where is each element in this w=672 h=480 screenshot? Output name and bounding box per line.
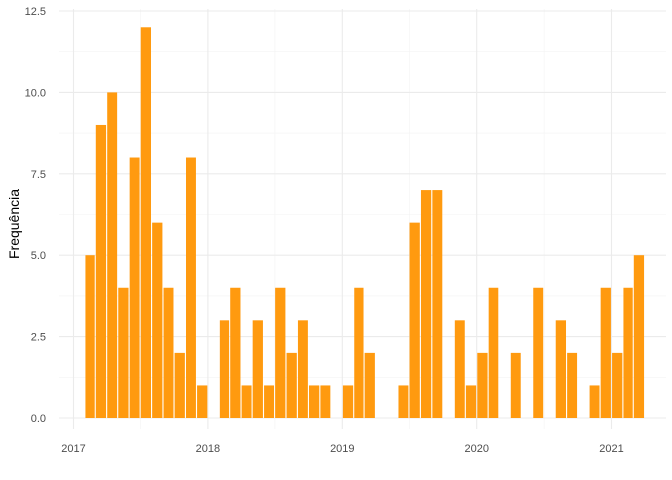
bar-2019-09 bbox=[432, 190, 443, 418]
bar-2020-11 bbox=[589, 385, 600, 418]
bar-2019-06 bbox=[398, 385, 409, 418]
bar-2021-01 bbox=[612, 352, 623, 418]
x-tick-label: 2019 bbox=[330, 443, 354, 455]
y-tick-labels: 0.0 2.5 5.0 7.5 10.0 12.5 bbox=[25, 6, 46, 425]
bar-2017-07 bbox=[140, 27, 151, 419]
bar-2018-08 bbox=[286, 352, 297, 418]
y-tick-label: 12.5 bbox=[25, 6, 46, 18]
y-tick-label: 5.0 bbox=[31, 250, 46, 262]
x-tick-label: 2017 bbox=[61, 443, 85, 455]
bar-2019-11 bbox=[454, 320, 465, 418]
bar-2019-01 bbox=[342, 385, 354, 418]
bars bbox=[85, 27, 645, 419]
bar-2020-02 bbox=[488, 287, 499, 418]
bar-2020-12 bbox=[600, 287, 611, 418]
bar-2017-05 bbox=[118, 287, 129, 418]
bar-2018-04 bbox=[241, 385, 252, 418]
y-tick-label: 10.0 bbox=[25, 87, 46, 99]
bar-2019-08 bbox=[420, 190, 432, 418]
bar-2017-06 bbox=[129, 157, 140, 418]
bar-2020-01 bbox=[477, 352, 488, 418]
bar-2017-11 bbox=[185, 157, 196, 418]
bar-2020-06 bbox=[533, 287, 544, 418]
bar-2018-09 bbox=[297, 320, 308, 418]
bar-2018-02 bbox=[219, 320, 230, 418]
bar-2017-03 bbox=[95, 124, 107, 419]
bar-2018-10 bbox=[309, 385, 320, 418]
x-tick-label: 2021 bbox=[599, 443, 623, 455]
y-tick-label: 0.0 bbox=[31, 413, 46, 425]
x-tick-label: 2020 bbox=[464, 443, 488, 455]
bar-2018-06 bbox=[264, 385, 275, 418]
bar-2021-02 bbox=[623, 287, 633, 418]
x-tick-label: 2018 bbox=[196, 443, 220, 455]
bar-2021-03 bbox=[633, 255, 645, 418]
y-axis-title: Frequência bbox=[6, 189, 22, 259]
bar-2020-04 bbox=[510, 352, 521, 418]
bar-2018-11 bbox=[320, 385, 331, 418]
bar-2017-09 bbox=[163, 287, 174, 418]
bar-2017-12 bbox=[197, 385, 208, 418]
y-tick-label: 2.5 bbox=[31, 332, 46, 344]
y-tick-label: 7.5 bbox=[31, 169, 46, 181]
bar-2017-10 bbox=[174, 352, 185, 418]
bar-2019-02 bbox=[354, 287, 364, 418]
bar-2018-03 bbox=[230, 287, 241, 418]
bar-2020-08 bbox=[555, 320, 567, 418]
bar-2018-05 bbox=[252, 320, 263, 418]
x-tick-labels: 2017 2018 2019 2020 2021 bbox=[61, 443, 623, 455]
bar-2019-07 bbox=[409, 222, 420, 418]
bar-2017-04 bbox=[107, 92, 118, 419]
bar-2020-09 bbox=[567, 352, 578, 418]
bar-2018-07 bbox=[275, 287, 286, 418]
bar-2019-03 bbox=[364, 352, 375, 418]
bar-2017-02 bbox=[85, 255, 95, 418]
bar-2017-08 bbox=[152, 222, 163, 418]
bar-2019-12 bbox=[465, 385, 477, 418]
